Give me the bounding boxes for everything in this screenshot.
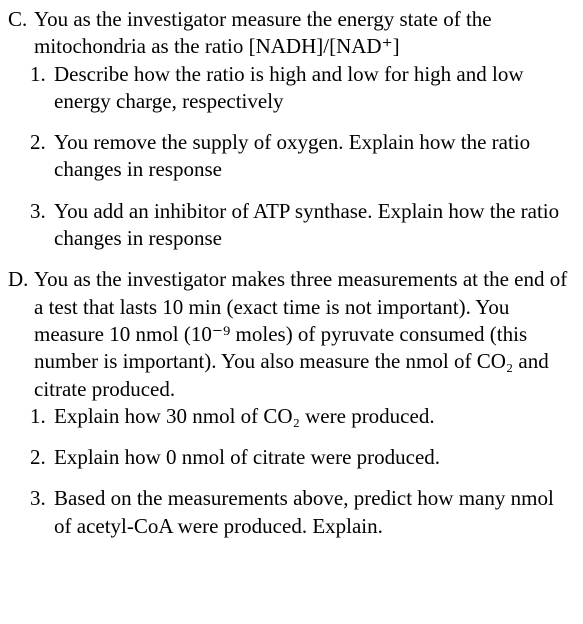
item-text: You add an inhibitor of ATP synthase. Ex… <box>54 198 575 253</box>
item-text: Explain how 30 nmol of CO₂ were produced… <box>54 403 575 430</box>
item-number: 2. <box>30 129 54 184</box>
item-number: 3. <box>30 485 54 540</box>
section-d: D. You as the investigator makes three m… <box>8 266 575 540</box>
item-text: Explain how 0 nmol of citrate were produ… <box>54 444 575 471</box>
item-text: Describe how the ratio is high and low f… <box>54 61 575 116</box>
item-text: Based on the measurements above, predict… <box>54 485 575 540</box>
section-c-item-1: 1. Describe how the ratio is high and lo… <box>30 61 575 116</box>
section-d-letter: D. <box>8 266 34 402</box>
section-c-intro: You as the investigator measure the ener… <box>34 6 575 61</box>
item-number: 2. <box>30 444 54 471</box>
section-c-header: C. You as the investigator measure the e… <box>8 6 575 61</box>
section-c: C. You as the investigator measure the e… <box>8 6 575 252</box>
item-number: 1. <box>30 403 54 430</box>
section-d-intro: You as the investigator makes three meas… <box>34 266 575 402</box>
section-c-item-2: 2. You remove the supply of oxygen. Expl… <box>30 129 575 184</box>
item-text: You remove the supply of oxygen. Explain… <box>54 129 575 184</box>
section-c-item-3: 3. You add an inhibitor of ATP synthase.… <box>30 198 575 253</box>
section-c-letter: C. <box>8 6 34 61</box>
section-d-item-2: 2. Explain how 0 nmol of citrate were pr… <box>30 444 575 471</box>
item-number: 1. <box>30 61 54 116</box>
section-d-item-3: 3. Based on the measurements above, pred… <box>30 485 575 540</box>
section-d-item-1: 1. Explain how 30 nmol of CO₂ were produ… <box>30 403 575 430</box>
item-number: 3. <box>30 198 54 253</box>
section-d-header: D. You as the investigator makes three m… <box>8 266 575 402</box>
